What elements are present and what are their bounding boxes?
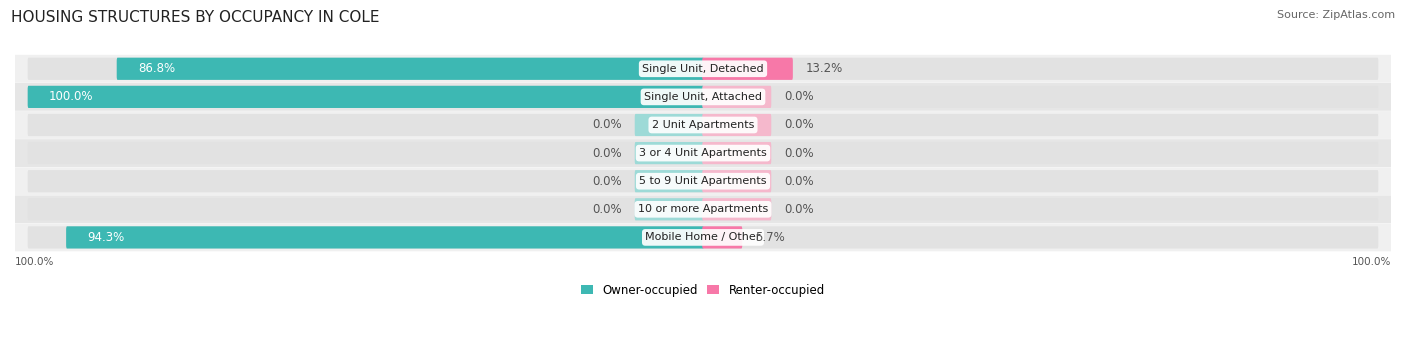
FancyBboxPatch shape [28, 226, 1378, 249]
FancyBboxPatch shape [28, 198, 1378, 220]
Text: 100.0%: 100.0% [15, 257, 55, 267]
Text: 10 or more Apartments: 10 or more Apartments [638, 204, 768, 214]
FancyBboxPatch shape [702, 86, 772, 108]
Text: HOUSING STRUCTURES BY OCCUPANCY IN COLE: HOUSING STRUCTURES BY OCCUPANCY IN COLE [11, 10, 380, 25]
Text: Mobile Home / Other: Mobile Home / Other [645, 233, 761, 242]
Text: 5.7%: 5.7% [755, 231, 785, 244]
Text: 0.0%: 0.0% [592, 118, 621, 132]
Text: 100.0%: 100.0% [49, 90, 93, 103]
FancyBboxPatch shape [28, 142, 1378, 164]
FancyBboxPatch shape [28, 86, 704, 108]
FancyBboxPatch shape [28, 86, 1378, 108]
Text: 2 Unit Apartments: 2 Unit Apartments [652, 120, 754, 130]
Text: 0.0%: 0.0% [785, 90, 814, 103]
FancyBboxPatch shape [28, 170, 1378, 192]
FancyBboxPatch shape [702, 114, 772, 136]
FancyBboxPatch shape [15, 83, 1391, 111]
Text: 86.8%: 86.8% [138, 62, 174, 75]
Text: 94.3%: 94.3% [87, 231, 124, 244]
FancyBboxPatch shape [15, 167, 1391, 195]
FancyBboxPatch shape [702, 226, 742, 249]
Legend: Owner-occupied, Renter-occupied: Owner-occupied, Renter-occupied [581, 284, 825, 297]
Text: 5 to 9 Unit Apartments: 5 to 9 Unit Apartments [640, 176, 766, 186]
Text: 0.0%: 0.0% [592, 203, 621, 216]
FancyBboxPatch shape [15, 55, 1391, 83]
FancyBboxPatch shape [702, 142, 772, 164]
FancyBboxPatch shape [634, 198, 704, 220]
FancyBboxPatch shape [702, 170, 772, 192]
Text: 0.0%: 0.0% [785, 203, 814, 216]
Text: 0.0%: 0.0% [785, 118, 814, 132]
FancyBboxPatch shape [702, 198, 772, 220]
FancyBboxPatch shape [15, 111, 1391, 139]
Text: 0.0%: 0.0% [785, 175, 814, 188]
FancyBboxPatch shape [634, 170, 704, 192]
FancyBboxPatch shape [634, 142, 704, 164]
FancyBboxPatch shape [634, 114, 704, 136]
Text: 0.0%: 0.0% [785, 147, 814, 160]
Text: 0.0%: 0.0% [592, 175, 621, 188]
Text: 3 or 4 Unit Apartments: 3 or 4 Unit Apartments [640, 148, 766, 158]
FancyBboxPatch shape [28, 58, 1378, 80]
FancyBboxPatch shape [15, 195, 1391, 223]
FancyBboxPatch shape [66, 226, 704, 249]
FancyBboxPatch shape [28, 114, 1378, 136]
Text: 13.2%: 13.2% [806, 62, 842, 75]
FancyBboxPatch shape [117, 58, 704, 80]
Text: Source: ZipAtlas.com: Source: ZipAtlas.com [1277, 10, 1395, 20]
Text: 0.0%: 0.0% [592, 147, 621, 160]
Text: Single Unit, Detached: Single Unit, Detached [643, 64, 763, 74]
Text: 100.0%: 100.0% [1351, 257, 1391, 267]
FancyBboxPatch shape [15, 223, 1391, 251]
Text: Single Unit, Attached: Single Unit, Attached [644, 92, 762, 102]
FancyBboxPatch shape [702, 58, 793, 80]
FancyBboxPatch shape [15, 139, 1391, 167]
